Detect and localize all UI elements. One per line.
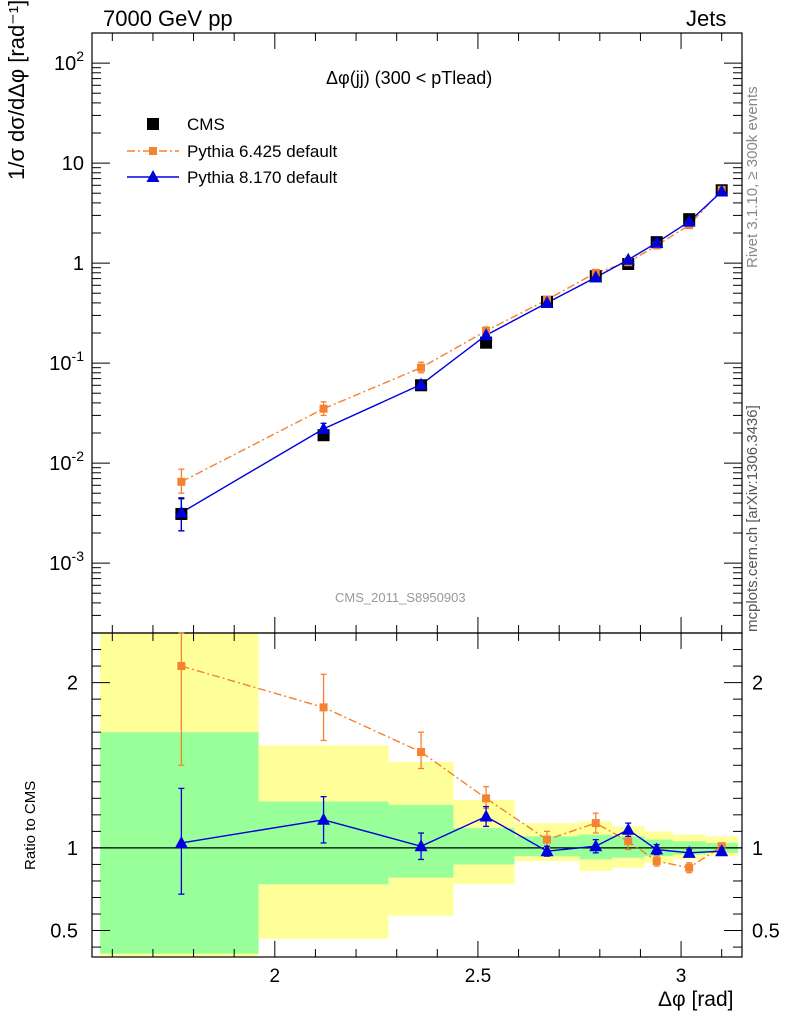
ratio-y-tick-label-left: 0.5: [50, 921, 78, 943]
y-tick-label: 10-3: [49, 548, 84, 575]
ratio-plot-frame: [91, 632, 743, 958]
pythia-8-170-default-point: [174, 505, 188, 518]
ratio-pythia-6-425-default-point: [624, 837, 633, 846]
ratio-pythia-6-425-default-point: [417, 748, 426, 757]
ratio-y-tick-label-right: 2: [752, 673, 763, 695]
header-category-label: Jets: [686, 6, 727, 31]
analysis-watermark: CMS_2011_S8950903: [335, 590, 466, 605]
ratio-pythia-8-170-default-point: [540, 844, 554, 857]
pythia-8-170-default-point: [317, 421, 331, 434]
ratio-pythia-6-425-default-line: [181, 665, 723, 869]
legend-cms-marker: [147, 118, 159, 130]
ratio-pythia-6-425-default-point: [177, 662, 186, 671]
ratio-pythia-8-170-default-point: [174, 835, 188, 848]
ratio-pythia-8-170-default-point: [650, 842, 664, 855]
header-process-label: 7000 GeV pp: [103, 6, 233, 31]
ratio-pythia-8-170-default-point: [479, 809, 493, 822]
pythia-8-170-default-point: [479, 328, 493, 341]
ratio-pythia-6-425-default-point: [319, 703, 328, 712]
ratio-pythia-8-170-default-line: [181, 815, 722, 854]
ratio-pythia-8-170-default-point: [317, 812, 331, 825]
ratio-y-tick-label-right: 1: [752, 838, 763, 860]
pythia-8-170-default-point: [589, 270, 603, 283]
ratio-pythia-8-170-default-point: [589, 839, 603, 852]
y-tick-label: 10-1: [49, 348, 84, 375]
ratio-pythia-6-425-default-point: [652, 857, 661, 866]
y-tick-label: 1: [73, 253, 84, 275]
pythia-8-170-default-line: [181, 190, 723, 514]
pythia-8-170-default-point: [715, 184, 729, 197]
legend-pythia-8-170-default-label: Pythia 8.170 default: [187, 168, 338, 187]
pythia-8-170-default-point: [540, 295, 554, 308]
legend-pythia-8-170-default-marker: [146, 170, 160, 182]
pythia-8-170-default-point: [414, 377, 428, 390]
ratio-y-tick-label-right: 0.5: [752, 921, 780, 943]
ratio-pythia-6-425-default-point: [482, 794, 491, 803]
x-tick-label: 2.5: [465, 966, 491, 987]
pythia-6-425-default-line: [181, 189, 723, 483]
y-tick-label: 10: [62, 153, 84, 175]
pythia-6-425-default-point: [177, 477, 186, 486]
pythia-8-170-default-point: [650, 235, 664, 248]
legend-pythia-6-425-default-marker: [149, 147, 157, 155]
ratio-pythia-6-425-default-point: [685, 863, 694, 872]
pythia-6-425-default-point: [319, 404, 328, 413]
legend-pythia-6-425-default-label: Pythia 6.425 default: [187, 142, 338, 161]
ratio-pythia-8-170-default-point: [682, 845, 696, 858]
ratio-pythia-6-425-default-point: [543, 835, 551, 844]
plot-title: Δφ(jj) (300 < pTlead): [326, 68, 493, 88]
ratio-y-tick-label-left: 1: [67, 838, 78, 860]
x-tick-label: 2: [270, 966, 281, 987]
y-tick-label: 102: [54, 48, 84, 75]
ratio-pythia-6-425-default-point: [591, 819, 600, 828]
pythia-8-170-default-point: [682, 214, 696, 227]
x-axis-label: Δφ [rad]: [658, 988, 734, 1011]
x-tick-label: 3: [676, 966, 687, 987]
ratio-pythia-8-170-default-point: [621, 822, 635, 835]
pythia-6-425-default-point: [417, 363, 426, 372]
ratio-pythia-8-170-default-point: [715, 844, 729, 857]
ratio-y-tick-label-left: 2: [67, 673, 78, 695]
pythia-8-170-default-point: [621, 252, 635, 265]
ratio-band-inner: [453, 828, 515, 865]
legend-cms-label: CMS: [187, 115, 225, 134]
y-tick-label: 10-2: [49, 448, 84, 475]
ratio-pythia-8-170-default-point: [414, 839, 428, 852]
